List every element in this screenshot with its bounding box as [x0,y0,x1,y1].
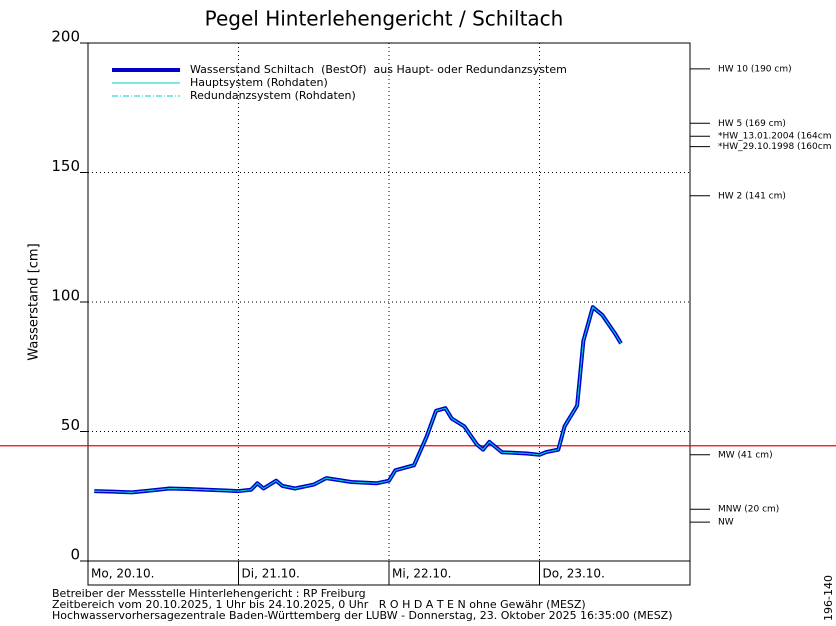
reference-label: MNW (20 cm) [718,505,779,515]
footer-line: Hochwasservorhersagezentrale Baden-Württ… [52,609,673,622]
reference-label: HW 5 (169 cm) [718,119,786,129]
chart-title: Pegel Hinterlehengericht / Schiltach [205,7,564,31]
reference-label: HW 2 (141 cm) [718,191,786,201]
x-tick-label: Di, 21.10. [242,567,300,581]
y-tick-label: 200 [51,28,80,46]
y-tick-label: 0 [70,546,80,564]
x-tick-label: Mi, 22.10. [392,567,451,581]
reference-label: *HW_29.10.1998 (160cm [718,142,831,152]
y-tick-label: 100 [51,287,80,305]
legend-label: Hauptsystem (Rohdaten) [190,76,328,89]
y-axis-label: Wasserstand [cm] [27,243,42,360]
x-tick-label: Mo, 20.10. [91,567,155,581]
legend-label: Redundanzsystem (Rohdaten) [190,89,356,102]
side-note: 196-140 [822,575,835,621]
reference-label: HW 10 (190 cm) [718,64,792,74]
x-tick-label: Do, 23.10. [543,567,605,581]
reference-label: *HW_13.01.2004 (164cm [718,132,831,142]
series-line [94,306,622,493]
footer-line: Zeitbereich vom 20.10.2025, 1 Uhr bis 24… [52,598,586,611]
footer-line: Betreiber der Messstelle Hinterlehengeri… [52,587,366,600]
legend-label: Wasserstand Schiltach (BestOf) aus Haupt… [190,63,567,76]
y-tick-label: 150 [51,157,80,175]
reference-label: NW [718,518,734,528]
reference-label: MW (41 cm) [718,450,773,460]
y-tick-label: 50 [61,416,80,434]
